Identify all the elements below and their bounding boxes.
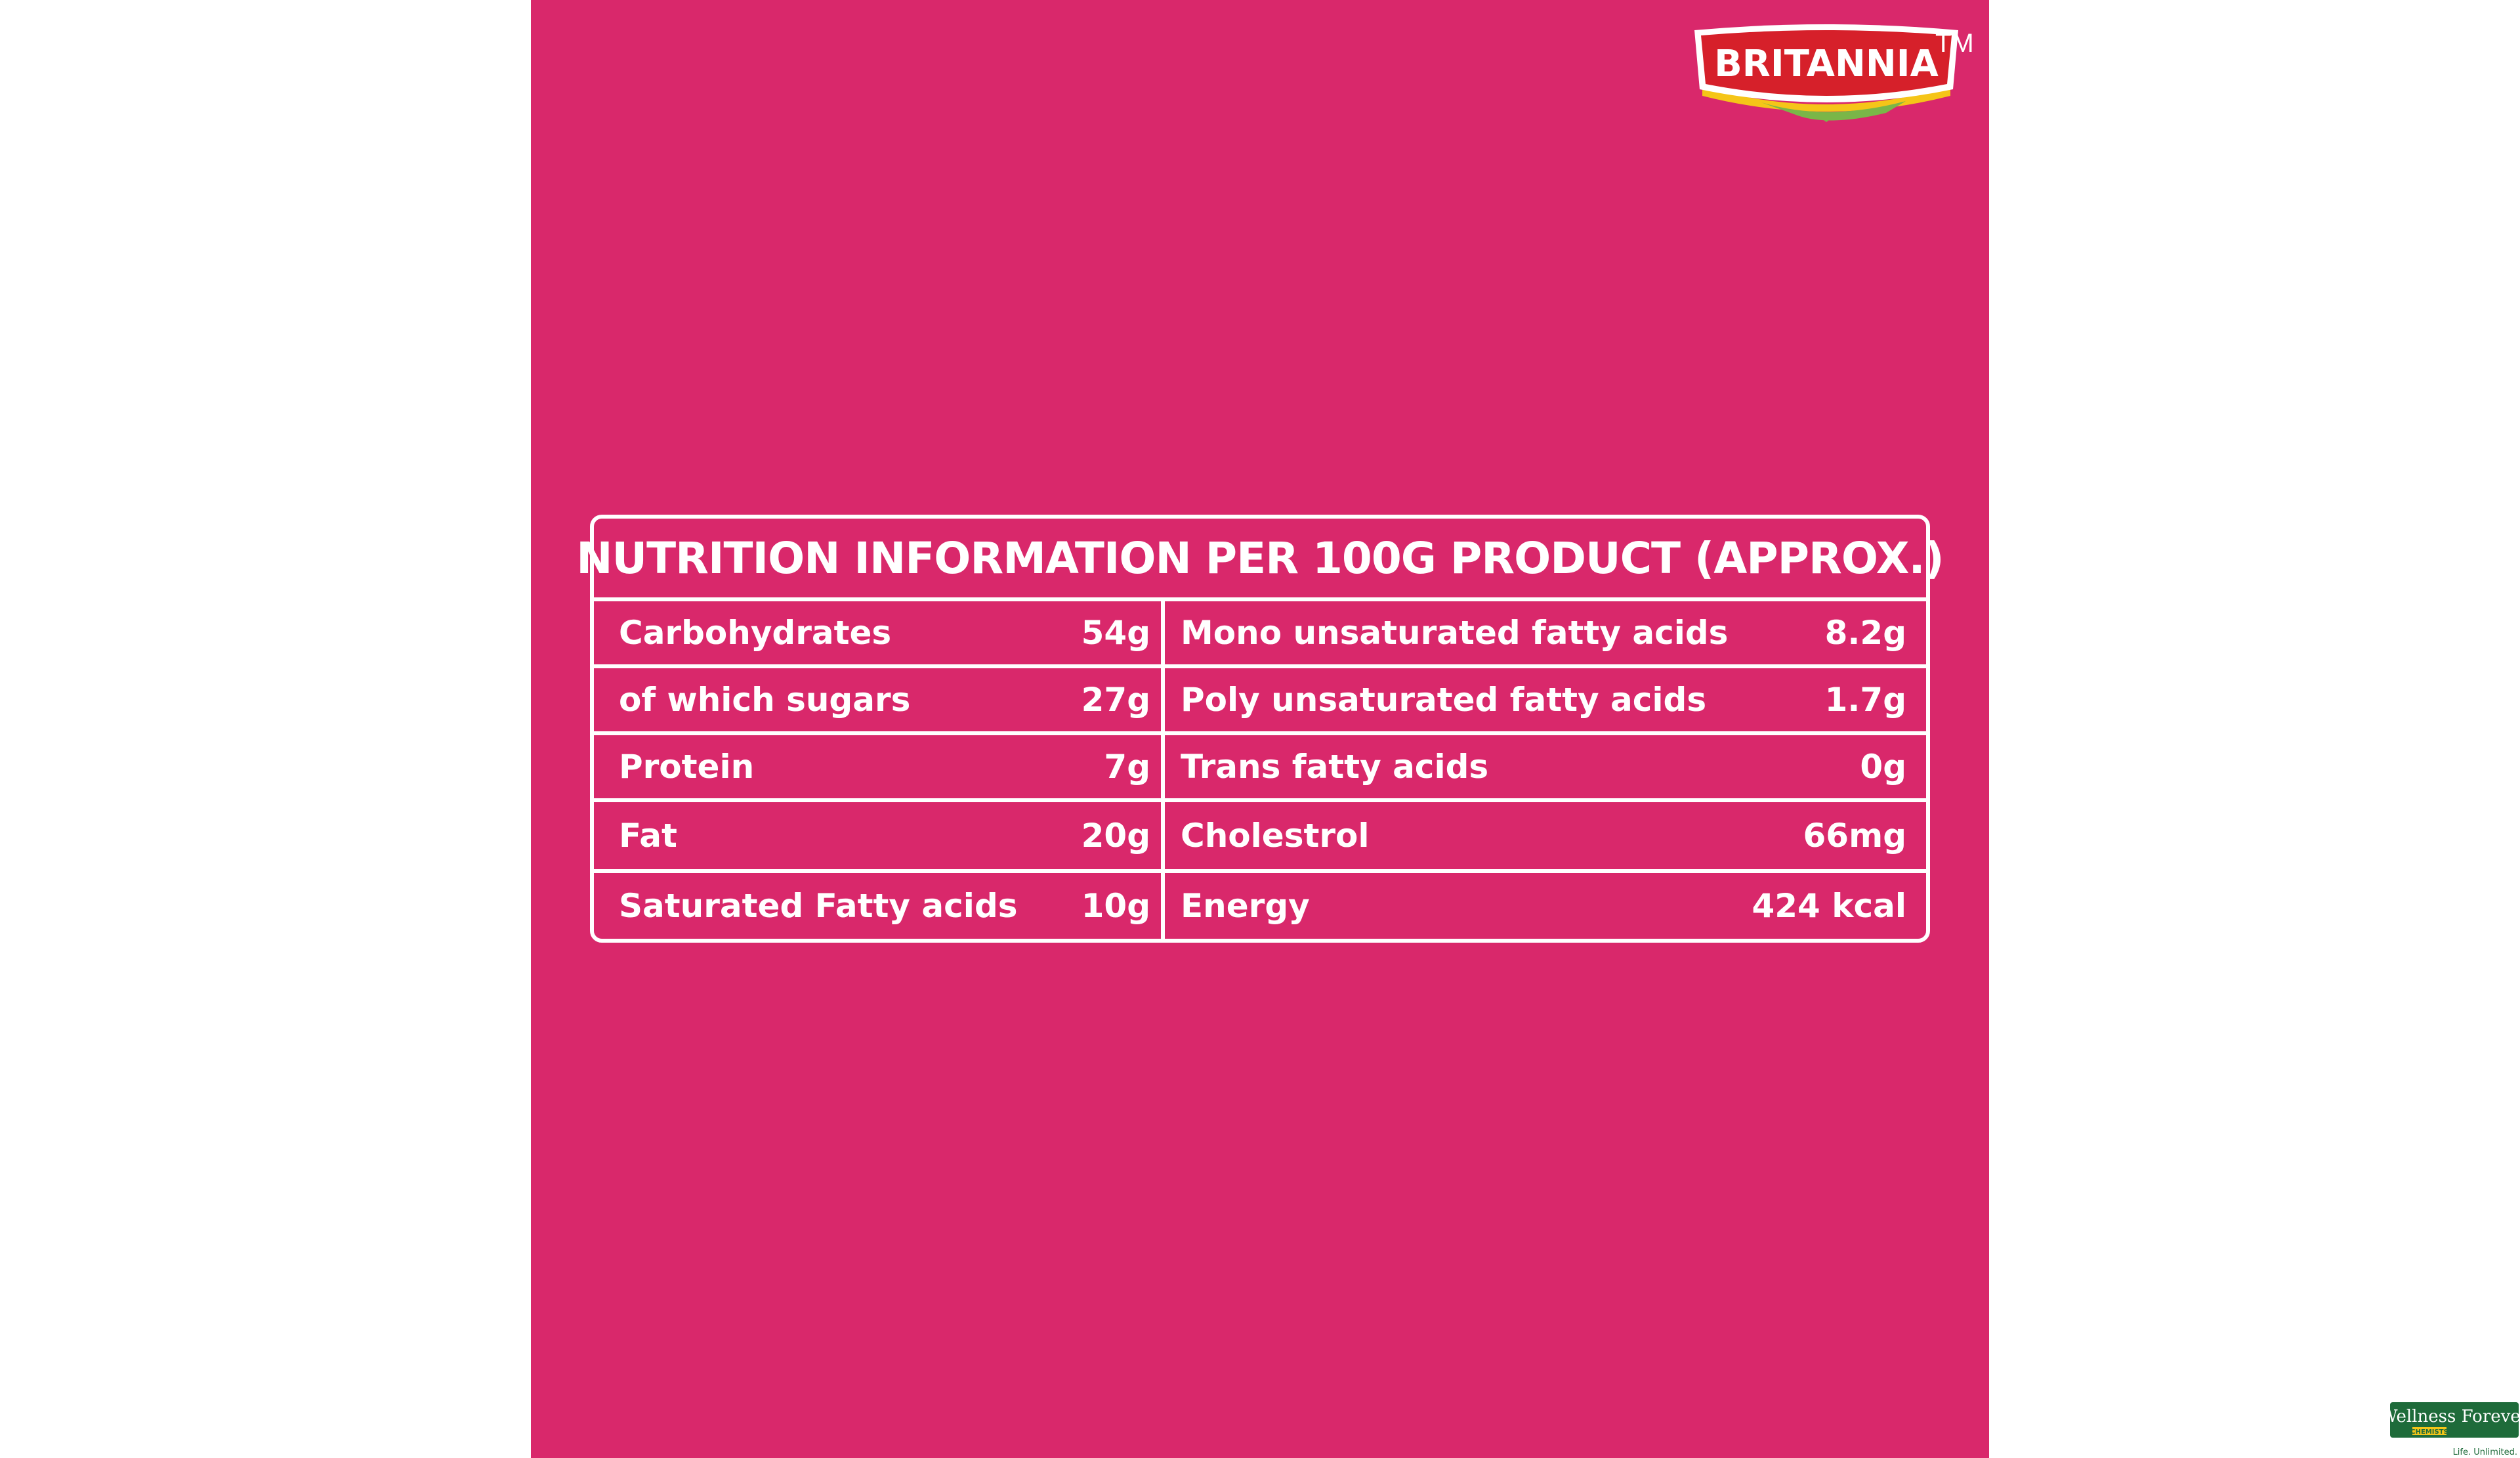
nutrient-value: 1.7g xyxy=(1824,681,1906,719)
svg-text:BRITANNIA: BRITANNIA xyxy=(1714,43,1939,85)
nutrient-value: 27g xyxy=(1081,681,1150,719)
nutrient-label: Saturated Fatty acids xyxy=(619,887,1018,925)
nutrient-label: Cholestrol xyxy=(1181,817,1370,855)
table-row: Saturated Fatty acids 10g Energy 424 kca… xyxy=(594,873,1926,939)
svg-text:Wellness Forever: Wellness Forever xyxy=(2389,1407,2520,1426)
nutrient-label: Mono unsaturated fatty acids xyxy=(1181,614,1729,652)
nutrient-value: 0g xyxy=(1860,748,1906,786)
trademark-symbol: TM xyxy=(1935,29,1975,58)
table-row: Protein 7g Trans fatty acids 0g xyxy=(594,735,1926,802)
column-divider xyxy=(1161,601,1165,939)
nutrition-table: NUTRITION INFORMATION PER 100G PRODUCT (… xyxy=(576,515,1944,943)
nutrient-value: 20g xyxy=(1081,817,1150,855)
nutrient-label: Poly unsaturated fatty acids xyxy=(1181,681,1707,719)
nutrient-value: 7g xyxy=(1104,748,1150,786)
svg-text:Life. Unlimited.: Life. Unlimited. xyxy=(2453,1447,2517,1457)
nutrient-value: 66mg xyxy=(1803,817,1906,855)
nutrient-label: Trans fatty acids xyxy=(1181,748,1489,786)
wellness-forever-logo-icon: Wellness Forever CHEMISTS Life. Unlimite… xyxy=(2389,1401,2520,1458)
nutrient-label: Protein xyxy=(619,748,755,786)
product-image-panel: BRITANNIA TM NUTRITION INFORMATION PER 1… xyxy=(531,0,1989,1458)
table-row: Fat 20g Cholestrol 66mg xyxy=(594,802,1926,873)
table-row: Carbohydrates 54g Mono unsaturated fatty… xyxy=(594,601,1926,668)
nutrient-label: Energy xyxy=(1181,887,1310,925)
table-row: of which sugars 27g Poly unsaturated fat… xyxy=(594,668,1926,735)
nutrient-value: 54g xyxy=(1081,614,1150,652)
nutrient-label: of which sugars xyxy=(619,681,911,719)
nutrient-label: Fat xyxy=(619,817,677,855)
svg-text:CHEMISTS: CHEMISTS xyxy=(2410,1428,2448,1436)
nutrition-table-title: NUTRITION INFORMATION PER 100G PRODUCT (… xyxy=(576,519,1944,601)
nutrient-value: 8.2g xyxy=(1824,614,1906,652)
nutrient-label: Carbohydrates xyxy=(619,614,892,652)
nutrient-value: 10g xyxy=(1081,887,1150,925)
britannia-logo-icon: BRITANNIA xyxy=(1689,24,1964,122)
nutrient-value: 424 kcal xyxy=(1752,887,1906,925)
